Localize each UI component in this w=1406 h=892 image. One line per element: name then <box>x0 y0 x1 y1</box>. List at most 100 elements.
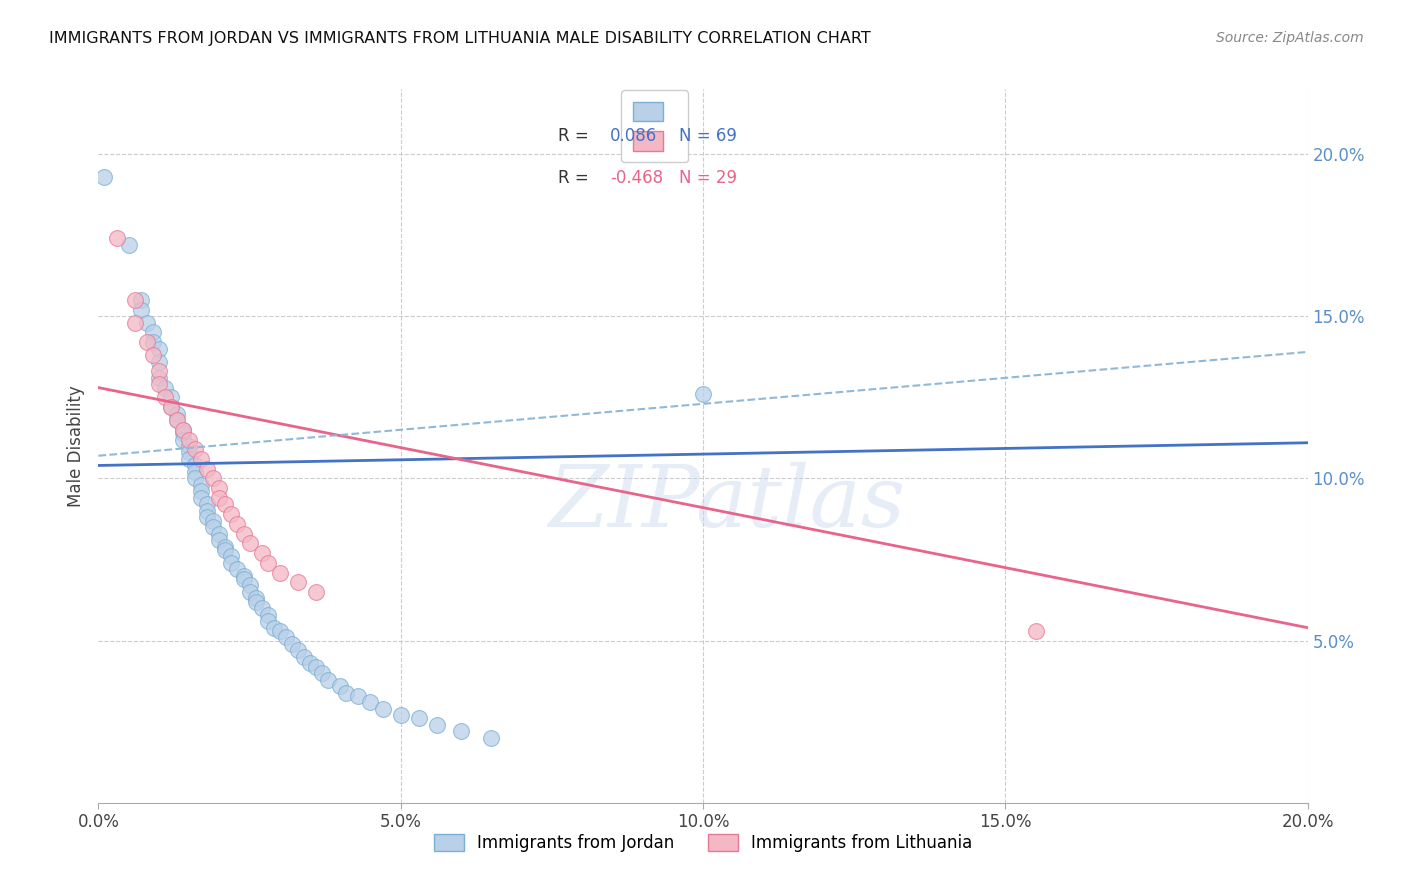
Point <box>208 526 231 541</box>
Point <box>118 238 141 252</box>
Text: R =: R = <box>558 127 593 145</box>
Point <box>274 631 297 645</box>
Point <box>214 540 236 554</box>
Point <box>172 423 194 437</box>
Point <box>153 381 176 395</box>
Point <box>202 520 225 534</box>
Y-axis label: Male Disability: Male Disability <box>66 385 84 507</box>
Point <box>226 516 249 531</box>
Point <box>360 695 382 709</box>
Point <box>692 387 714 401</box>
Point <box>214 542 236 557</box>
Point <box>232 568 254 582</box>
Point <box>195 510 218 524</box>
Point <box>426 718 449 732</box>
Legend: Immigrants from Jordan, Immigrants from Lithuania: Immigrants from Jordan, Immigrants from … <box>427 827 979 859</box>
Point <box>245 595 267 609</box>
Point <box>153 390 176 404</box>
Point <box>135 335 157 350</box>
Point <box>160 400 183 414</box>
Text: IMMIGRANTS FROM JORDAN VS IMMIGRANTS FROM LITHUANIA MALE DISABILITY CORRELATION : IMMIGRANTS FROM JORDAN VS IMMIGRANTS FRO… <box>49 31 870 46</box>
Point <box>250 546 273 560</box>
Point <box>142 335 165 350</box>
Point <box>195 504 218 518</box>
Point <box>166 413 188 427</box>
Text: N = 69: N = 69 <box>679 127 737 145</box>
Point <box>148 377 170 392</box>
Point <box>135 316 157 330</box>
Point <box>195 461 218 475</box>
Point <box>208 491 231 505</box>
Point <box>214 497 236 511</box>
Text: R =: R = <box>558 169 593 187</box>
Point <box>184 442 207 457</box>
Point <box>269 566 291 580</box>
Point <box>408 711 430 725</box>
Point <box>172 425 194 440</box>
Point <box>129 302 152 317</box>
Point <box>371 702 394 716</box>
Text: N = 29: N = 29 <box>679 169 737 187</box>
Point <box>256 607 278 622</box>
Point <box>287 643 309 657</box>
Point <box>105 231 128 245</box>
Point <box>124 316 146 330</box>
Point <box>269 624 291 638</box>
Point <box>221 507 243 521</box>
Point <box>221 549 243 564</box>
Point <box>172 423 194 437</box>
Point <box>256 556 278 570</box>
Point <box>190 491 212 505</box>
Point <box>190 484 212 499</box>
Point <box>329 679 352 693</box>
Point <box>166 407 188 421</box>
Point <box>184 471 207 485</box>
Point <box>129 293 152 307</box>
Point <box>245 591 267 606</box>
Point <box>208 481 231 495</box>
Point <box>195 497 218 511</box>
Point <box>166 413 188 427</box>
Text: -0.468: -0.468 <box>610 169 664 187</box>
Point <box>305 585 328 599</box>
Point <box>250 601 273 615</box>
Point <box>124 293 146 307</box>
Point <box>226 562 249 576</box>
Point <box>202 471 225 485</box>
Text: Source: ZipAtlas.com: Source: ZipAtlas.com <box>1216 31 1364 45</box>
Point <box>179 433 201 447</box>
Point <box>287 575 309 590</box>
Point <box>239 536 262 550</box>
Point <box>172 433 194 447</box>
Point <box>292 649 315 664</box>
Point <box>202 514 225 528</box>
Point <box>208 533 231 547</box>
Point <box>148 342 170 356</box>
Point <box>221 556 243 570</box>
Point <box>263 621 285 635</box>
Point <box>160 400 183 414</box>
Point <box>299 657 322 671</box>
Point <box>184 465 207 479</box>
Point <box>232 526 254 541</box>
Point <box>142 326 165 340</box>
Point <box>481 731 503 745</box>
Point <box>190 452 212 467</box>
Point <box>450 724 472 739</box>
Point <box>93 169 115 184</box>
Point <box>148 354 170 368</box>
Point <box>239 585 262 599</box>
Point <box>232 572 254 586</box>
Point <box>142 348 165 362</box>
Point <box>190 478 212 492</box>
Point <box>239 578 262 592</box>
Point <box>256 614 278 628</box>
Point <box>148 371 170 385</box>
Point <box>179 445 201 459</box>
Point <box>316 673 339 687</box>
Text: 0.086: 0.086 <box>610 127 657 145</box>
Point <box>311 666 333 681</box>
Point <box>389 708 412 723</box>
Point <box>148 364 170 378</box>
Point <box>305 659 328 673</box>
